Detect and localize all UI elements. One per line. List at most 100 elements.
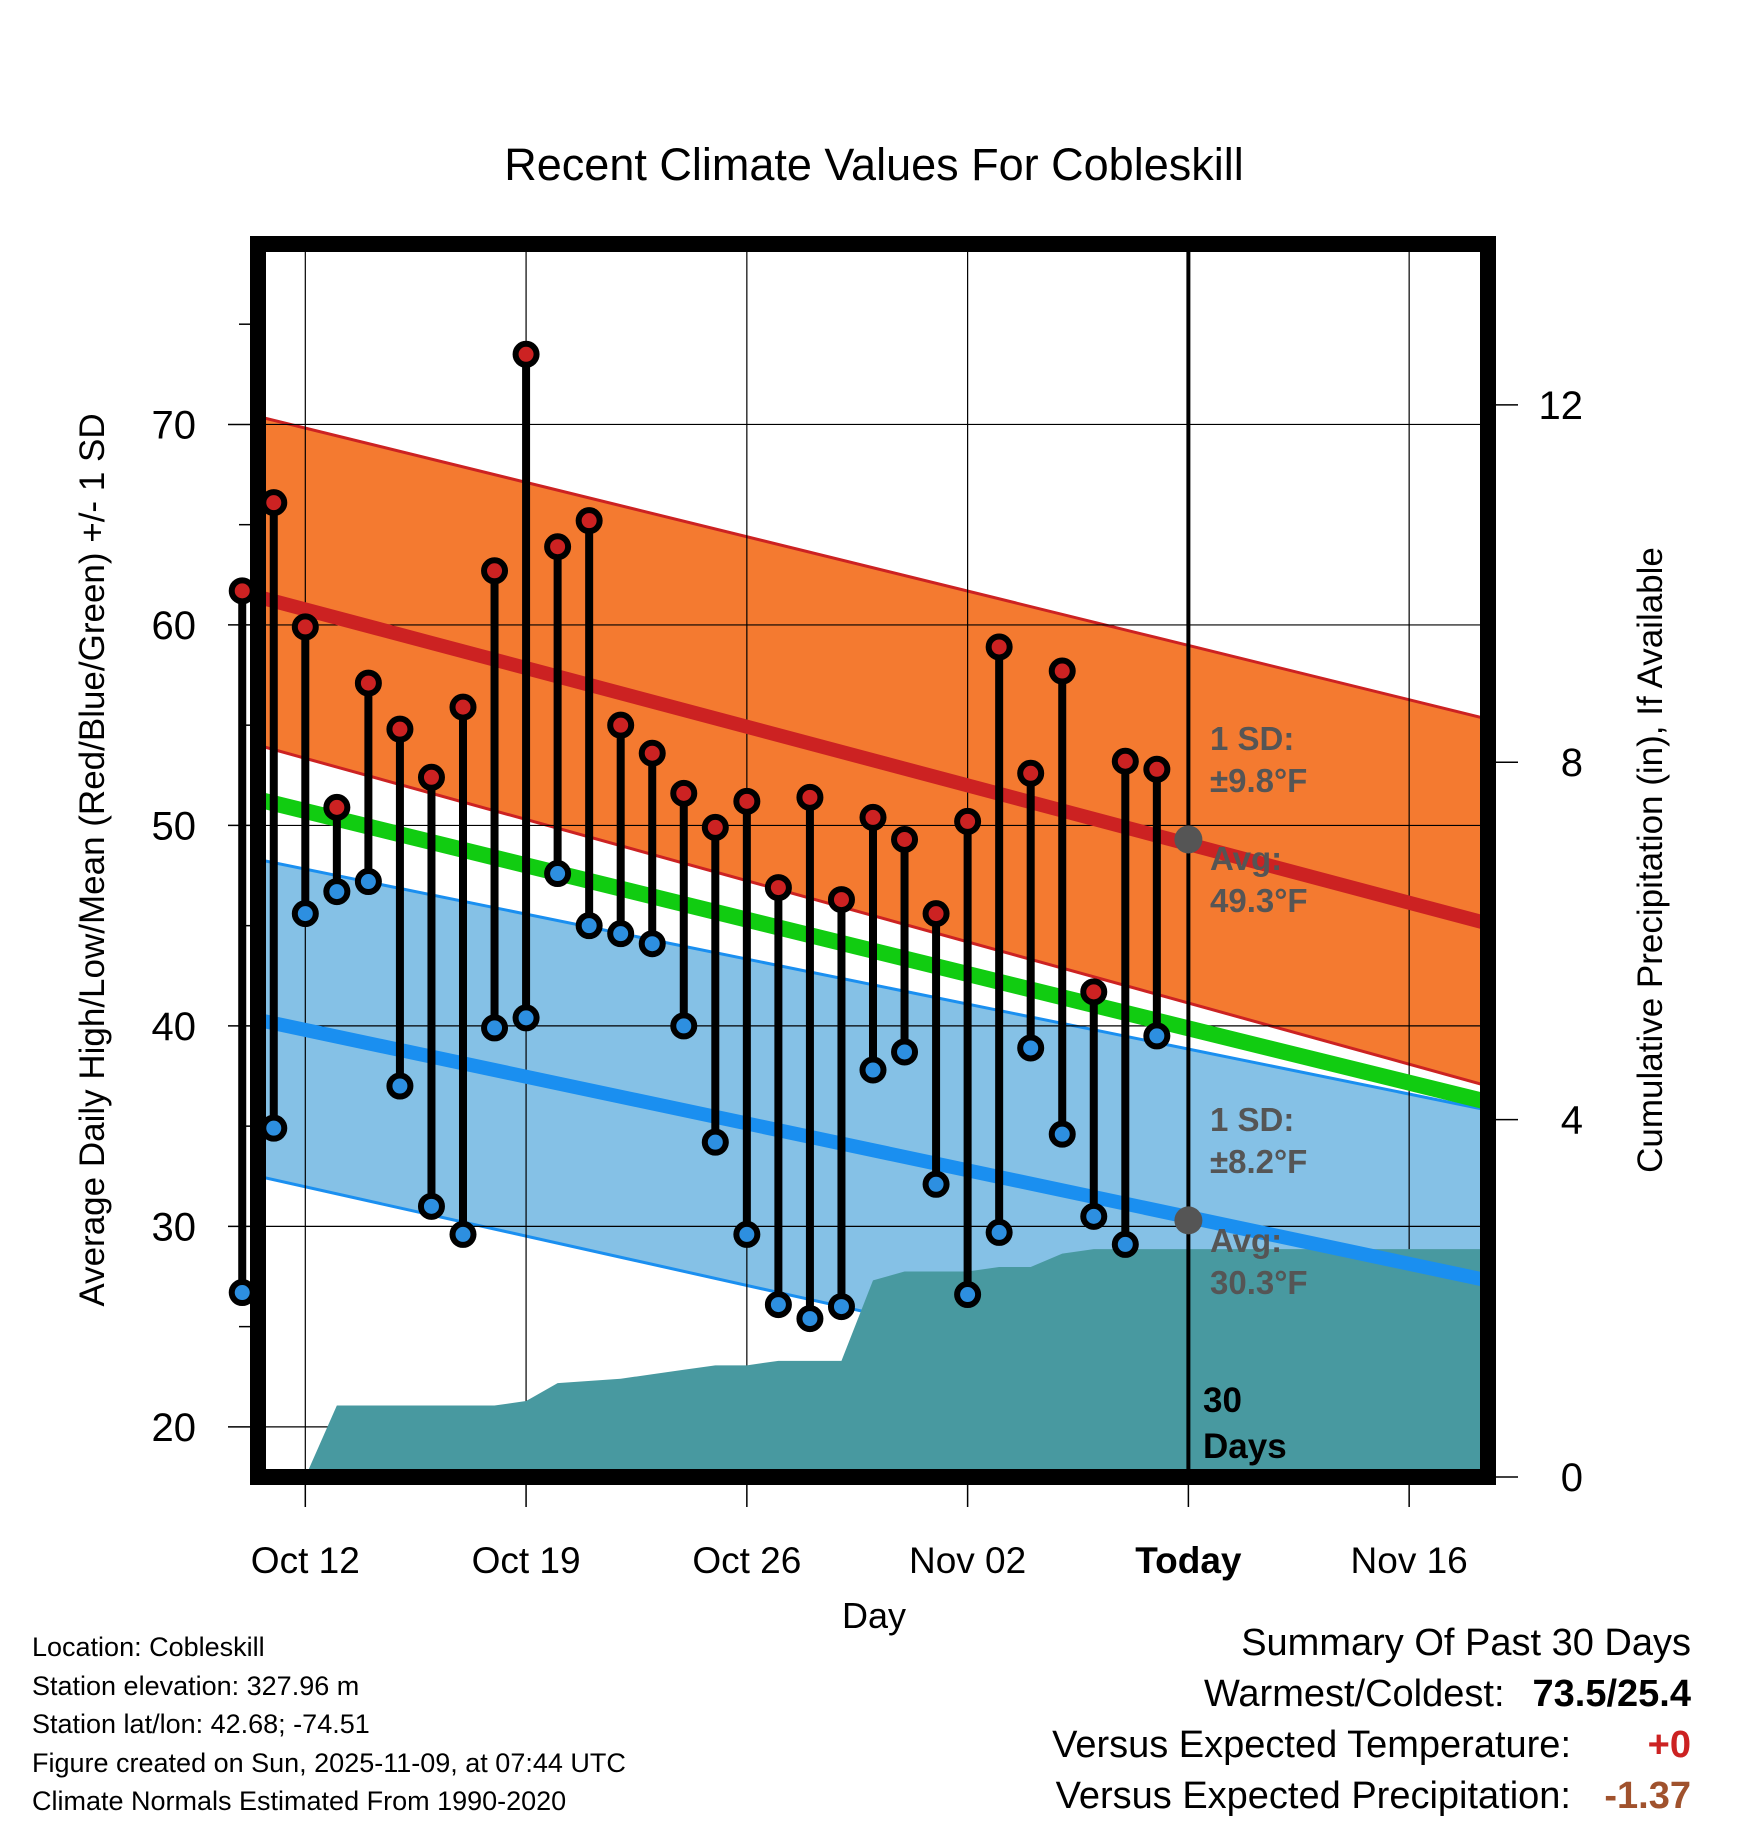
high-point [859,803,887,831]
y-tick-label: 70 [152,403,197,447]
x-tick-label: Today [1135,1540,1242,1581]
y-tick-label: 40 [152,1005,197,1049]
y-tick-label: 20 [152,1406,197,1450]
location-line: Location: Cobleskill [32,1632,265,1662]
high-point [386,715,414,743]
low-avg-value: 30.3°F [1210,1264,1308,1301]
precip-value: -1.37 [1604,1775,1691,1817]
high-point [291,613,319,641]
low-point [323,878,351,906]
low-point [1017,1034,1045,1062]
high-sd-band-upper-edge [258,414,1488,721]
high-point [260,489,288,517]
high-point [512,340,540,368]
high-point [796,783,824,811]
temp-row: Versus Expected Temperature: +0 [1052,1720,1691,1771]
warm-cold-row: Warmest/Coldest: 73.5/25.4 [1052,1669,1691,1720]
y2-tick-label: 0 [1561,1456,1583,1500]
low-point [1080,1202,1108,1230]
low-point [638,930,666,958]
x-axis-label: Day [842,1595,906,1636]
high-point [1080,978,1108,1006]
low-point [512,1004,540,1032]
days-label: 30 Days [1203,1381,1287,1466]
high-avg-label: Avg: [1210,840,1282,877]
elevation-line: Station elevation: 327.96 m [32,1670,360,1701]
low-point [1048,1120,1076,1148]
summary-title: Summary Of Past 30 Days [1241,1622,1691,1664]
high-point [954,807,982,835]
x-tick-label: Nov 02 [909,1540,1026,1581]
high-point [607,711,635,739]
low-point [985,1218,1013,1246]
high-point [323,793,351,821]
low-point [481,1014,509,1042]
y2-tick-label: 8 [1561,741,1583,785]
high-point [827,886,855,914]
high-point [228,577,256,605]
today-low-avg-marker [1174,1206,1203,1235]
temp-value: +0 [1647,1724,1691,1766]
high-point [1143,755,1171,783]
low-point [922,1170,950,1198]
latlon-line: Station lat/lon: 42.68; -74.51 [32,1709,370,1739]
low-point [260,1114,288,1142]
precip-area [273,1249,1488,1477]
low-point [954,1281,982,1309]
low-point [386,1072,414,1100]
station-info: Location: Cobleskill Station elevation: … [32,1628,626,1821]
low-point [544,860,572,888]
low-point [449,1220,477,1248]
high-point [701,813,729,841]
high-point [670,779,698,807]
high-point [638,739,666,767]
y-axis-label: Average Daily High/Low/Mean (Red/Blue/Gr… [73,413,112,1306]
y-tick-label: 50 [152,804,197,848]
y2-tick-label: 4 [1561,1099,1583,1143]
low-point [1143,1022,1171,1050]
high-avg-value: 49.3°F [1210,882,1308,919]
temp-label: Versus Expected Temperature: [1052,1724,1571,1766]
low-sd-value: ±8.2°F [1210,1143,1307,1180]
high-avg-line [258,590,1488,931]
high-point [733,787,761,815]
warm-cold-value: 73.5/25.4 [1532,1673,1691,1715]
plot-frame [250,236,1496,1485]
low-point [764,1291,792,1319]
low-point [291,900,319,928]
x-tick-label: Oct 19 [472,1540,581,1581]
x-tick-label: Oct 26 [692,1540,801,1581]
low-point [891,1038,919,1066]
low-point [701,1128,729,1156]
low-point [670,1012,698,1040]
normals-line: Climate Normals Estimated From 1990-2020 [32,1786,567,1816]
precip-label: Versus Expected Precipitation: [1055,1775,1571,1817]
high-point [417,763,445,791]
low-avg-label: Avg: [1210,1222,1282,1259]
summary-panel: Summary Of Past 30 Days Warmest/Coldest:… [1052,1618,1691,1822]
high-point [481,557,509,585]
high-point [575,507,603,535]
high-point [449,693,477,721]
high-point [985,633,1013,661]
precip-row: Versus Expected Precipitation: -1.37 [1052,1771,1691,1822]
warm-cold-label: Warmest/Coldest: [1203,1673,1505,1715]
low-point [575,912,603,940]
low-point [827,1293,855,1321]
created-line: Figure created on Sun, 2025-11-09, at 07… [32,1747,626,1778]
low-point [228,1279,256,1307]
high-sd-band [258,416,1488,1087]
high-point [891,825,919,853]
high-point [764,874,792,902]
y2-axis-label: Cumulative Precipitation (in), If Availa… [1631,547,1670,1173]
low-point [859,1056,887,1084]
high-sd-value: ±9.8°F [1210,762,1307,799]
low-point [607,920,635,948]
high-point [1048,657,1076,685]
today-high-avg-marker [1174,825,1203,854]
high-point [544,533,572,561]
low-point [1111,1230,1139,1258]
high-point [354,669,382,697]
high-point [1111,747,1139,775]
